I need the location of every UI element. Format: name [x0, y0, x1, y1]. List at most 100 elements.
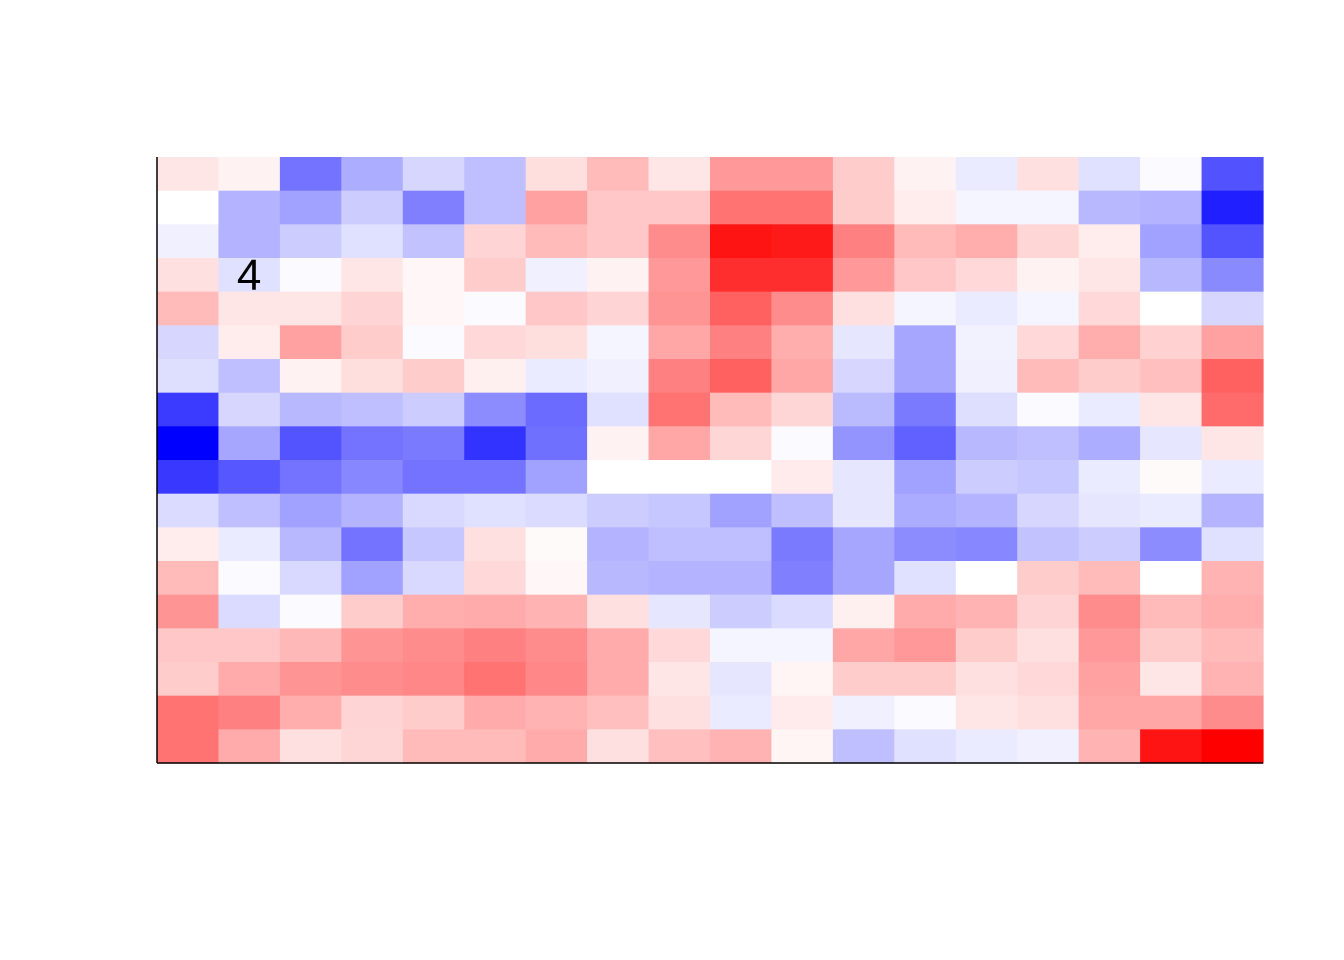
heatmap-cell-r11-c12 [894, 527, 957, 562]
heatmap-cell-r16-c12 [894, 695, 957, 730]
heatmap-cell-r12-c7 [587, 561, 650, 596]
heatmap-cell-r11-c14 [1017, 527, 1080, 562]
heatmap-cell-r16-c11 [832, 695, 895, 730]
heatmap-cell-r6-c13 [955, 359, 1018, 394]
heatmap-cell-r1-c17 [1201, 190, 1264, 225]
heatmap-cell-r12-c10 [771, 561, 834, 596]
heatmap-cell-r6-c2 [279, 359, 342, 394]
heatmap-cell-r7-c8 [648, 392, 711, 427]
heatmap-cell-r8-c14 [1017, 426, 1080, 461]
heatmap-cell-r6-c16 [1140, 359, 1203, 394]
heatmap-cell-r2-c13 [955, 224, 1018, 259]
heatmap-cell-r14-c17 [1201, 628, 1264, 663]
heatmap-cell-r15-c4 [402, 662, 465, 697]
heatmap-cell-r6-c17 [1201, 359, 1264, 394]
heatmap-cell-r8-c0 [157, 426, 220, 461]
heatmap-cell-r1-c8 [648, 190, 711, 225]
heatmap-cell-r2-c3 [341, 224, 404, 259]
heatmap-cell-r8-c4 [402, 426, 465, 461]
heatmap-cell-r8-c12 [894, 426, 957, 461]
heatmap-cell-r14-c11 [832, 628, 895, 663]
heatmap-cell-r16-c13 [955, 695, 1018, 730]
heatmap-cell-r6-c7 [587, 359, 650, 394]
heatmap-cell-r2-c16 [1140, 224, 1203, 259]
heatmap-cell-r5-c12 [894, 325, 957, 360]
heatmap-cell-r11-c15 [1078, 527, 1141, 562]
heatmap-cell-r9-c16 [1140, 460, 1203, 495]
heatmap-cell-r2-c11 [832, 224, 895, 259]
heatmap-cell-r17-c1 [218, 729, 281, 764]
heatmap-cell-r10-c10 [771, 493, 834, 528]
heatmap-cell-r6-c14 [1017, 359, 1080, 394]
heatmap-cell-r17-c13 [955, 729, 1018, 764]
heatmap-cell-r3-c12 [894, 258, 957, 293]
heatmap-cell-r3-c7 [587, 258, 650, 293]
heatmap-cell-r2-c6 [525, 224, 588, 259]
heatmap-cell-r10-c9 [710, 493, 773, 528]
heatmap-cell-r2-c7 [587, 224, 650, 259]
heatmap-cell-r3-c17 [1201, 258, 1264, 293]
heatmap-cell-r2-c10 [771, 224, 834, 259]
heatmap-cell-r8-c17 [1201, 426, 1264, 461]
heatmap-cell-r12-c4 [402, 561, 465, 596]
heatmap-cell-r16-c7 [587, 695, 650, 730]
heatmap-cell-r11-c9 [710, 527, 773, 562]
heatmap-cell-r5-c16 [1140, 325, 1203, 360]
heatmap-cell-r13-c5 [464, 594, 527, 629]
heatmap-cell-r15-c16 [1140, 662, 1203, 697]
heatmap-cell-r11-c17 [1201, 527, 1264, 562]
heatmap-cell-r7-c16 [1140, 392, 1203, 427]
heatmap-cell-r12-c14 [1017, 561, 1080, 596]
heatmap-cell-r0-c14 [1017, 157, 1080, 192]
heatmap-cell-r4-c3 [341, 291, 404, 326]
heatmap-cell-r16-c3 [341, 695, 404, 730]
heatmap-cell-r13-c8 [648, 594, 711, 629]
heatmap-cell-r14-c15 [1078, 628, 1141, 663]
heatmap-cell-r0-c15 [1078, 157, 1141, 192]
heatmap-cell-r9-c15 [1078, 460, 1141, 495]
heatmap-cell-r17-c9 [710, 729, 773, 764]
heatmap-cell-r14-c9 [710, 628, 773, 663]
heatmap-cell-r4-c5 [464, 291, 527, 326]
heatmap-cell-r10-c3 [341, 493, 404, 528]
heatmap-cell-r10-c12 [894, 493, 957, 528]
heatmap-cell-r12-c17 [1201, 561, 1264, 596]
heatmap-cell-r12-c0 [157, 561, 220, 596]
heatmap-cell-r10-c17 [1201, 493, 1264, 528]
heatmap-cell-r4-c10 [771, 291, 834, 326]
heatmap-cell-r1-c3 [341, 190, 404, 225]
heatmap-cell-r1-c0 [157, 190, 220, 225]
heatmap-cell-r12-c8 [648, 561, 711, 596]
heatmap-cell-r17-c10 [771, 729, 834, 764]
heatmap-cell-r0-c16 [1140, 157, 1203, 192]
heatmap-cell-r9-c9 [710, 460, 773, 495]
heatmap-cell-r7-c3 [341, 392, 404, 427]
heatmap-cell-r0-c4 [402, 157, 465, 192]
heatmap-cell-r2-c17 [1201, 224, 1264, 259]
heatmap-cell-r1-c4 [402, 190, 465, 225]
heatmap-cell-r3-c0 [157, 258, 220, 293]
heatmap-cell-r1-c9 [710, 190, 773, 225]
heatmap-cell-r6-c5 [464, 359, 527, 394]
heatmap-cell-r13-c2 [279, 594, 342, 629]
heatmap-cell-r15-c7 [587, 662, 650, 697]
heatmap-cell-r5-c7 [587, 325, 650, 360]
heatmap-cell-r15-c1 [218, 662, 281, 697]
heatmap-cell-r17-c7 [587, 729, 650, 764]
heatmap-cell-r16-c5 [464, 695, 527, 730]
heatmap-cell-r12-c6 [525, 561, 588, 596]
heatmap-cell-r4-c12 [894, 291, 957, 326]
heatmap-cell-r5-c17 [1201, 325, 1264, 360]
heatmap-cell-r5-c15 [1078, 325, 1141, 360]
heatmap-cell-r8-c5 [464, 426, 527, 461]
heatmap-cell-r3-c14 [1017, 258, 1080, 293]
heatmap-cell-r8-c7 [587, 426, 650, 461]
heatmap-cell-r12-c2 [279, 561, 342, 596]
heatmap-cell-r17-c14 [1017, 729, 1080, 764]
heatmap-cell-r8-c6 [525, 426, 588, 461]
heatmap-cell-r17-c8 [648, 729, 711, 764]
heatmap-cell-r12-c3 [341, 561, 404, 596]
heatmap-cell-r4-c16 [1140, 291, 1203, 326]
heatmap-cell-r10-c13 [955, 493, 1018, 528]
heatmap-cell-r15-c6 [525, 662, 588, 697]
